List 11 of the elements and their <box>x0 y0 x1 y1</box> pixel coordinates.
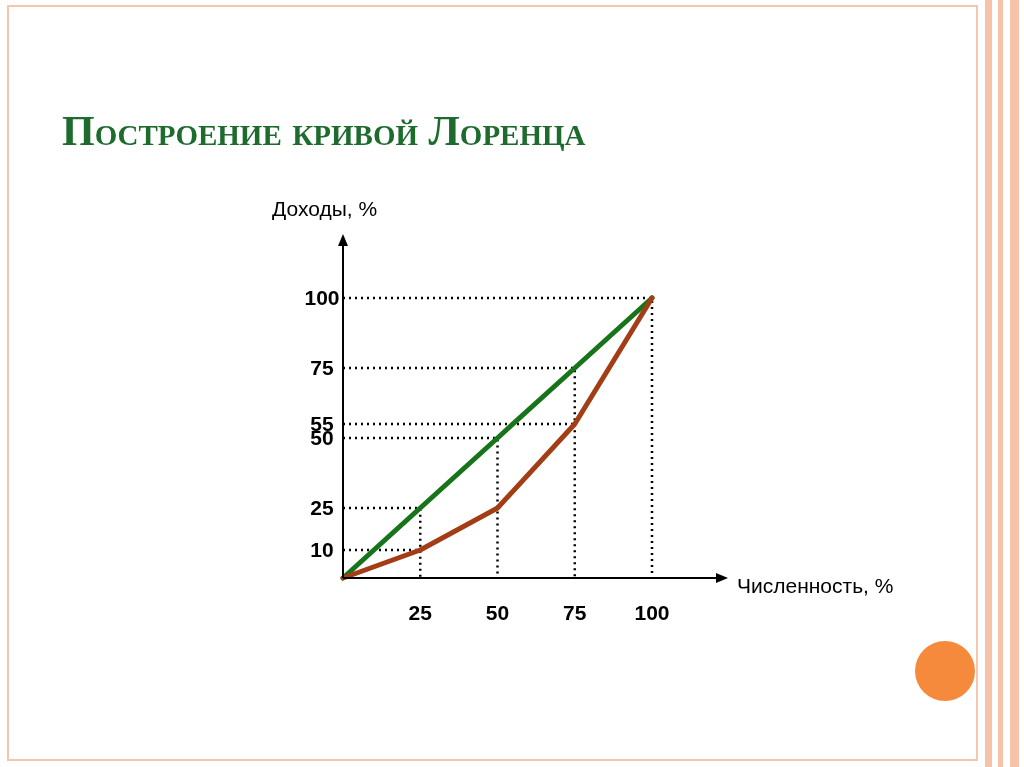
x-tick-label: 25 <box>408 601 433 624</box>
y-tick-label: 100 <box>304 286 340 309</box>
x-axis-title: Численность, % <box>737 574 894 597</box>
y-tick-label: 75 <box>310 356 334 379</box>
chart-title: Построение кривой Лоренца <box>62 108 586 154</box>
x-tick-label: 100 <box>634 601 670 624</box>
y-tick-label: 25 <box>310 496 334 519</box>
x-tick-label: 50 <box>485 601 510 624</box>
y-tick-label: 10 <box>310 538 334 561</box>
y-axis-title: Доходы, % <box>272 197 378 220</box>
x-tick-label: 75 <box>563 601 587 624</box>
